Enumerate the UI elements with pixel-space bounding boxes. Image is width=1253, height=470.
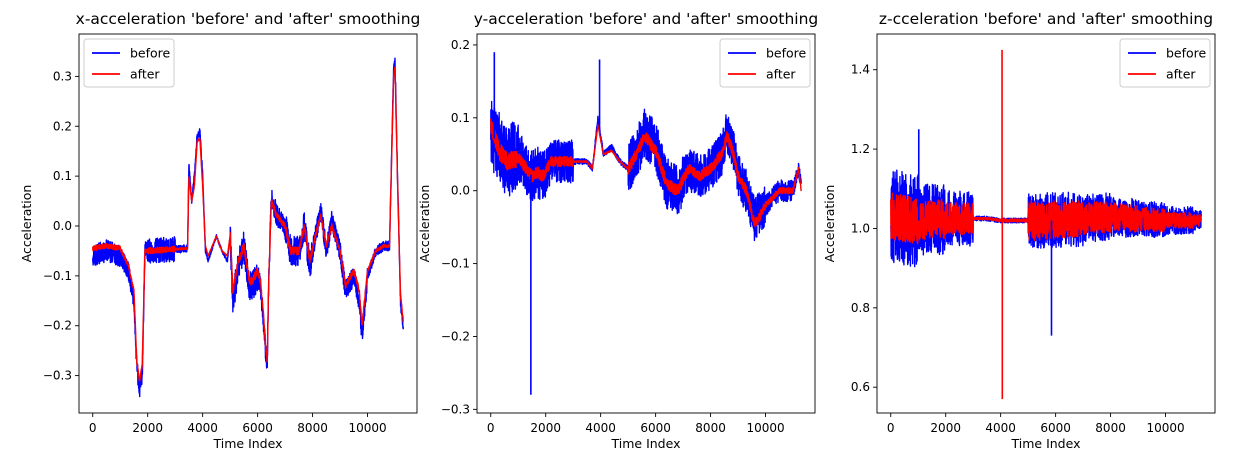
x-tick-label: 4000 bbox=[585, 421, 616, 435]
series-line-after bbox=[490, 118, 802, 228]
series-lines bbox=[890, 49, 1202, 400]
plot-area: 0 2000 4000 6000 8000 10000 −0.3 −0.2 −0.1 0.0 0.1… bbox=[43, 33, 418, 435]
plot-area: 0 2000 4000 6000 8000 10000 −0.3 −0.2 −0.1 0.0 0.1… bbox=[441, 33, 816, 435]
x-acceleration-chart: x-acceleration 'before' and 'after' smoo… bbox=[19, 10, 420, 451]
y-tick-label: 0.0 bbox=[451, 184, 470, 198]
legend: before after bbox=[1119, 38, 1211, 88]
legend-label-after: after bbox=[766, 67, 796, 82]
y-tick-label: 0.3 bbox=[53, 69, 72, 83]
y-tick-label: 1.4 bbox=[851, 63, 870, 77]
y-tick-label: 1.0 bbox=[851, 221, 870, 235]
y-tick-label: 0.2 bbox=[451, 38, 470, 52]
z-acceleration-chart: z-cceleration 'before' and 'after' smoot… bbox=[822, 10, 1216, 451]
legend: before after bbox=[83, 38, 175, 88]
x-tick-label: 8000 bbox=[1095, 421, 1126, 435]
legend-label-before: before bbox=[766, 46, 807, 61]
y-tick-label: 0.1 bbox=[451, 111, 470, 125]
series-lines bbox=[92, 57, 404, 398]
x-tick-label: 6000 bbox=[640, 421, 671, 435]
y-tick-label: −0.2 bbox=[441, 329, 470, 343]
legend: before after bbox=[719, 38, 811, 88]
y-tick-label: −0.3 bbox=[441, 402, 470, 416]
y-axis-label: Acceleration bbox=[417, 185, 432, 263]
axes-frame bbox=[78, 33, 418, 414]
y-tick-label: −0.1 bbox=[43, 269, 72, 283]
x-tick-label: 2000 bbox=[530, 421, 561, 435]
y-tick-label: 0.0 bbox=[53, 219, 72, 233]
x-tick-label: 2000 bbox=[132, 421, 163, 435]
axes-frame bbox=[476, 33, 816, 414]
y-tick-label: 0.8 bbox=[851, 301, 870, 315]
y-tick-label: 0.6 bbox=[851, 380, 870, 394]
y-tick-label: −0.2 bbox=[43, 319, 72, 333]
y-axis-label: Acceleration bbox=[822, 185, 837, 263]
series-lines bbox=[490, 52, 802, 395]
legend-label-before: before bbox=[1166, 46, 1207, 61]
x-tick-label: 10000 bbox=[348, 421, 386, 435]
series-line-after bbox=[92, 66, 404, 382]
legend-box bbox=[83, 38, 175, 88]
series-line-after bbox=[890, 192, 1202, 245]
plot-area: 0 2000 4000 6000 8000 10000 0.6 0.8 1.0 1.2 1.4 bef… bbox=[851, 33, 1216, 435]
legend-label-before: before bbox=[130, 46, 171, 61]
x-axis-label: Time Index bbox=[611, 436, 681, 451]
legend-box bbox=[719, 38, 811, 88]
chart-title: z-cceleration 'before' and 'after' smoot… bbox=[879, 10, 1213, 28]
legend-label-after: after bbox=[1166, 67, 1196, 82]
x-tick-label: 8000 bbox=[695, 421, 726, 435]
x-tick-label: 10000 bbox=[746, 421, 784, 435]
y-axis-label: Acceleration bbox=[19, 185, 34, 263]
y-tick-label: 0.1 bbox=[53, 169, 72, 183]
x-tick-label: 0 bbox=[89, 421, 97, 435]
chart-title: x-acceleration 'before' and 'after' smoo… bbox=[76, 10, 421, 28]
x-tick-label: 10000 bbox=[1146, 421, 1184, 435]
y-tick-label: −0.1 bbox=[441, 257, 470, 271]
x-tick-label: 0 bbox=[887, 421, 895, 435]
x-tick-label: 0 bbox=[487, 421, 495, 435]
axes-frame bbox=[876, 33, 1216, 414]
x-tick-label: 4000 bbox=[985, 421, 1016, 435]
legend-box bbox=[1119, 38, 1211, 88]
chart-title: y-acceleration 'before' and 'after' smoo… bbox=[474, 10, 818, 28]
x-tick-label: 2000 bbox=[930, 421, 961, 435]
x-tick-label: 8000 bbox=[297, 421, 328, 435]
x-axis-label: Time Index bbox=[213, 436, 283, 451]
x-tick-label: 4000 bbox=[187, 421, 218, 435]
legend-label-after: after bbox=[130, 67, 160, 82]
y-tick-label: 0.2 bbox=[53, 119, 72, 133]
y-tick-label: −0.3 bbox=[43, 369, 72, 383]
x-tick-label: 6000 bbox=[242, 421, 273, 435]
series-line-before bbox=[92, 57, 404, 398]
x-tick-label: 6000 bbox=[1040, 421, 1071, 435]
x-axis-label: Time Index bbox=[1011, 436, 1081, 451]
y-tick-label: 1.2 bbox=[851, 142, 870, 156]
y-acceleration-chart: y-acceleration 'before' and 'after' smoo… bbox=[417, 10, 818, 451]
